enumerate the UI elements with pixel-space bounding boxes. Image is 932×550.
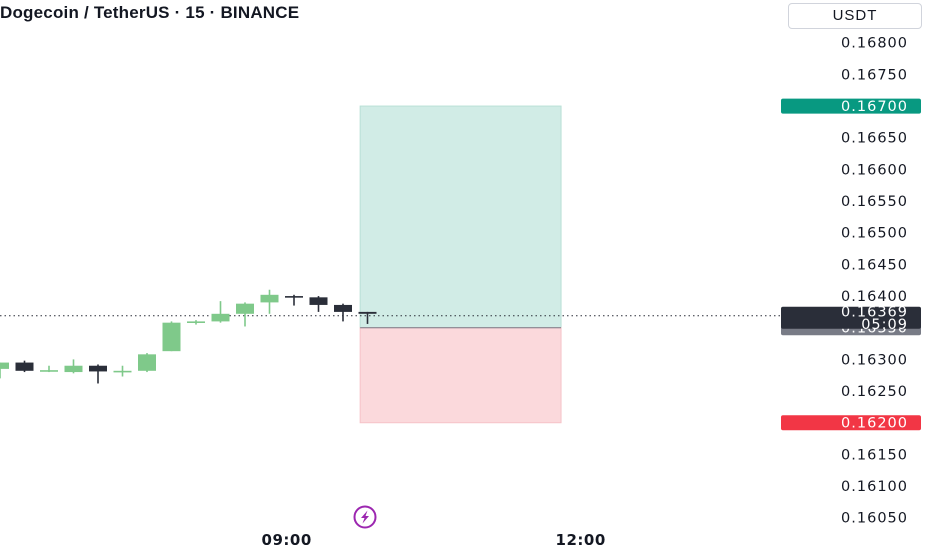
candle bbox=[334, 303, 352, 322]
candle-body bbox=[162, 322, 181, 352]
price-tick-label: 0.16050 bbox=[841, 511, 908, 527]
price-tick-label: 0.16250 bbox=[841, 384, 908, 400]
candle bbox=[285, 294, 303, 306]
price-tick-label: 0.16300 bbox=[841, 352, 908, 368]
price-tick-label: 0.16600 bbox=[841, 162, 908, 178]
candle bbox=[358, 311, 377, 324]
stop-zone bbox=[359, 327, 562, 424]
candle bbox=[236, 302, 254, 327]
candle bbox=[309, 296, 328, 312]
candle bbox=[260, 289, 279, 314]
candle-body bbox=[15, 362, 34, 371]
target-price-badge: 0.16700 bbox=[781, 98, 921, 115]
candlestick-series bbox=[0, 289, 377, 384]
candle-body bbox=[187, 321, 205, 323]
stop-price-badge-label: 0.16200 bbox=[841, 416, 908, 432]
last-price-label: 0.16369 bbox=[841, 305, 908, 321]
price-tick-label: 0.16450 bbox=[841, 257, 908, 273]
currency-button[interactable]: USDT bbox=[788, 3, 922, 29]
candle bbox=[89, 364, 107, 384]
target-price-badge-label: 0.16700 bbox=[841, 99, 908, 115]
candle bbox=[138, 353, 156, 373]
candle bbox=[211, 301, 230, 323]
candle bbox=[187, 320, 205, 325]
candle-body bbox=[285, 296, 303, 298]
countdown-label: 05:09 bbox=[861, 317, 908, 333]
price-tick-label: 0.16750 bbox=[841, 67, 908, 83]
chart-title: Dogecoin / TetherUS · 15 · BINANCE bbox=[0, 3, 300, 22]
candle-body bbox=[358, 311, 377, 314]
candle bbox=[64, 359, 83, 374]
long-position-tool[interactable] bbox=[359, 105, 562, 424]
candle-body bbox=[236, 303, 254, 314]
candle bbox=[162, 321, 181, 352]
lightning-bolt-icon[interactable] bbox=[353, 505, 377, 529]
candle-body bbox=[334, 304, 352, 312]
candle-body bbox=[89, 365, 107, 372]
target-zone bbox=[359, 105, 562, 329]
candle bbox=[15, 360, 34, 373]
time-tick-label: 09:00 bbox=[262, 531, 312, 549]
price-axis[interactable]: 0.16800 0.16750 0.16650 0.16600 0.16550 0.165… bbox=[841, 36, 908, 527]
price-tick-label: 0.16100 bbox=[841, 479, 908, 495]
target-price-badge-bg bbox=[781, 98, 921, 114]
stop-price-badge-bg bbox=[781, 415, 921, 431]
price-tick-label: 0.16550 bbox=[841, 194, 908, 210]
candle-body bbox=[40, 370, 58, 372]
candle-body bbox=[211, 313, 230, 322]
candle-body bbox=[64, 365, 83, 373]
candle-body bbox=[0, 362, 9, 369]
last-price-badge-bg bbox=[781, 306, 921, 329]
candle bbox=[0, 362, 9, 379]
candle-body bbox=[138, 354, 156, 371]
price-tick-label: 0.16400 bbox=[841, 289, 908, 305]
candle-body bbox=[113, 370, 132, 373]
candle-body bbox=[260, 294, 279, 303]
candle-body bbox=[309, 297, 328, 305]
price-tick-label: 0.16500 bbox=[841, 226, 908, 242]
price-tick-label: 0.16150 bbox=[841, 447, 908, 463]
price-tick-label: 0.16800 bbox=[841, 36, 908, 52]
candle bbox=[40, 365, 58, 373]
stop-price-badge: 0.16200 bbox=[781, 415, 921, 432]
price-tick-label: 0.16650 bbox=[841, 131, 908, 147]
candle bbox=[113, 365, 132, 377]
time-tick-label: 12:00 bbox=[556, 531, 606, 549]
